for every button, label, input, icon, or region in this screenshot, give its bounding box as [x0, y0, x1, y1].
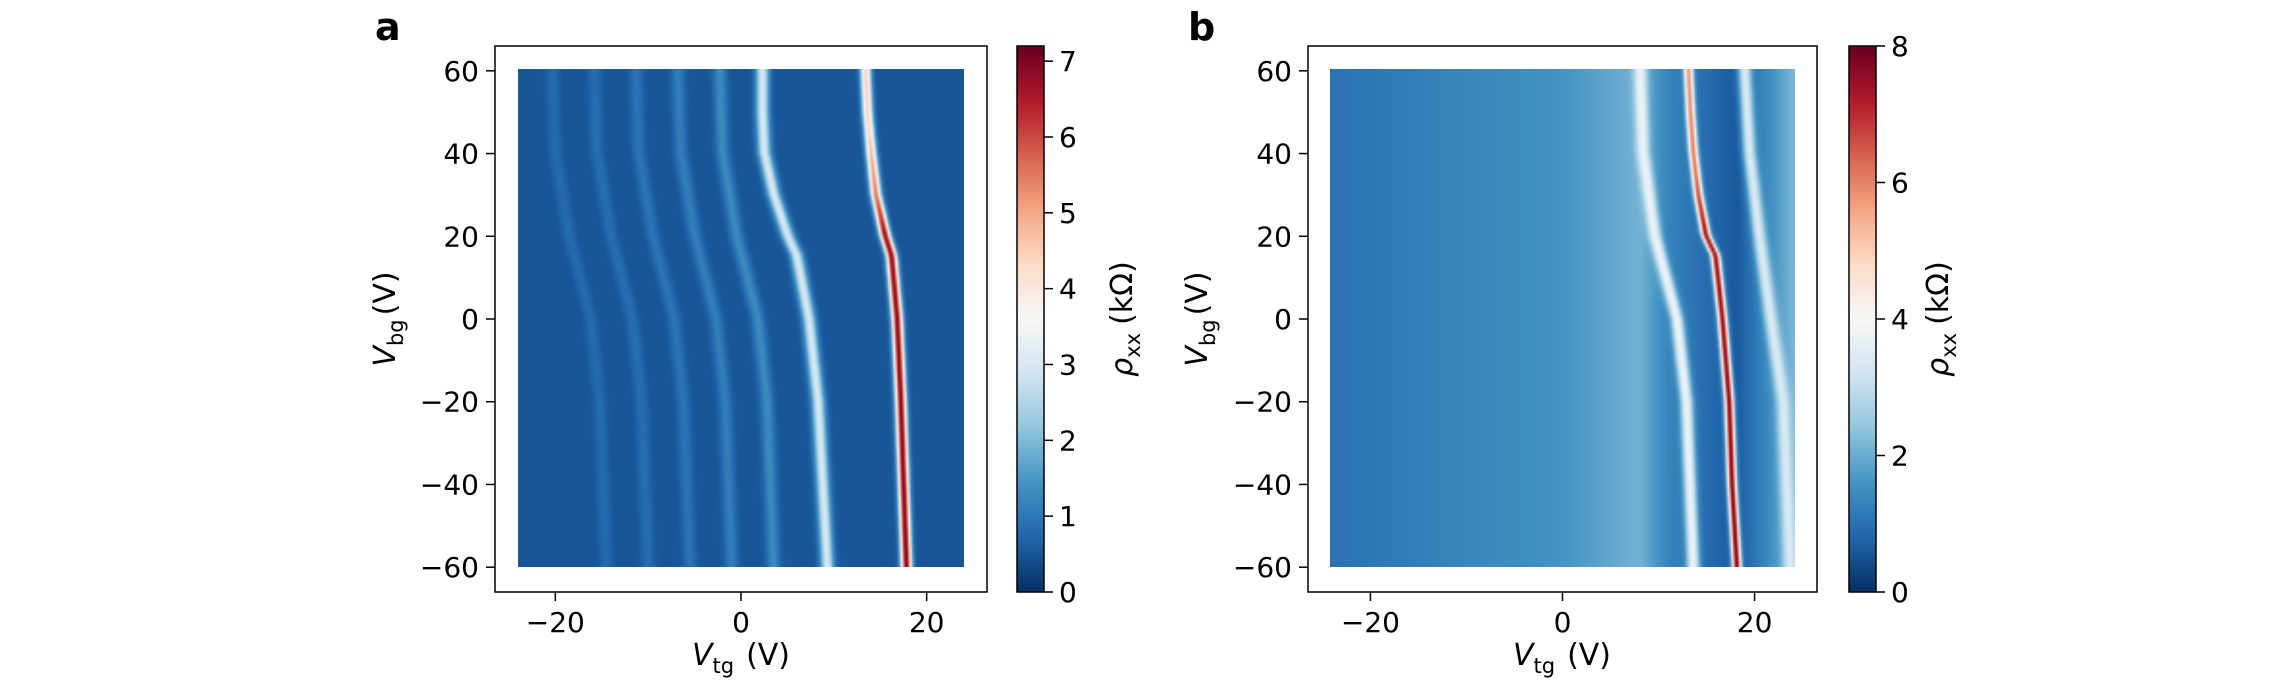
y-tick-label: −60 [420, 551, 479, 584]
colorbar-tick-label: 1 [1059, 500, 1077, 533]
colorbar-tick-label: 8 [1891, 30, 1909, 63]
y-tick-label: 60 [443, 55, 479, 88]
colorbar-label-b: ρxx(kΩ) [1921, 261, 1961, 377]
heatmap-image-a [518, 69, 964, 567]
y-axis-label-a: Vbg(V) [368, 271, 408, 366]
colorbar-a [1016, 45, 1045, 593]
colorbar-tick-label: 0 [1059, 576, 1077, 609]
colorbar-tick-label: 2 [1891, 440, 1909, 473]
colorbar-tick-label: 3 [1059, 349, 1077, 382]
x-tick-label: 20 [909, 606, 945, 639]
x-axis-label-b: Vtg (V) [1513, 638, 1611, 678]
y-tick-label: −20 [420, 386, 479, 419]
heatmap-image-b [1330, 69, 1795, 567]
x-ticks-a: −20 0 20 [526, 592, 945, 639]
colorbar-tick-label: 7 [1059, 45, 1077, 78]
colorbar-tick-label: 2 [1059, 424, 1077, 457]
y-axis-label-b: Vbg(V) [1180, 271, 1220, 366]
x-tick-label: −20 [1341, 606, 1400, 639]
colorbar-b [1848, 45, 1877, 593]
colorbar-tick-label: 6 [1891, 167, 1909, 200]
colorbar-ticks-b: 0 2 4 6 8 [1876, 30, 1909, 609]
x-axis-label-a: Vtg (V) [692, 638, 790, 678]
x-ticks-b: −20 0 20 [1341, 592, 1773, 639]
y-tick-label: 40 [443, 138, 479, 171]
x-tick-label: 20 [1737, 606, 1773, 639]
x-tick-label: 0 [1554, 606, 1572, 639]
y-tick-label: −40 [420, 468, 479, 501]
panel-label-b: b [1188, 5, 1215, 49]
y-ticks-a: −60 −40 −20 0 20 40 60 [420, 55, 495, 584]
colorbar-tick-label: 0 [1891, 576, 1909, 609]
y-tick-label: −20 [1233, 386, 1292, 419]
colorbar-tick-label: 4 [1891, 303, 1909, 336]
y-tick-label: 60 [1256, 55, 1292, 88]
y-tick-label: 0 [461, 303, 479, 336]
x-tick-label: 0 [732, 606, 750, 639]
colorbar-tick-label: 5 [1059, 197, 1077, 230]
colorbar-tick-label: 6 [1059, 121, 1077, 154]
colorbar-tick-label: 4 [1059, 273, 1077, 306]
y-tick-label: −40 [1233, 468, 1292, 501]
y-tick-label: 20 [1256, 220, 1292, 253]
y-tick-label: −60 [1233, 551, 1292, 584]
colorbar-label-a: ρxx(kΩ) [1105, 261, 1145, 377]
y-ticks-b: −60 −40 −20 0 20 40 60 [1233, 55, 1308, 584]
y-tick-label: 40 [1256, 138, 1292, 171]
colorbar-ticks-a: 0 1 2 3 4 5 6 7 [1044, 45, 1077, 609]
y-tick-label: 0 [1274, 303, 1292, 336]
panel-label-a: a [375, 5, 401, 49]
y-tick-label: 20 [443, 220, 479, 253]
x-tick-label: −20 [526, 606, 585, 639]
